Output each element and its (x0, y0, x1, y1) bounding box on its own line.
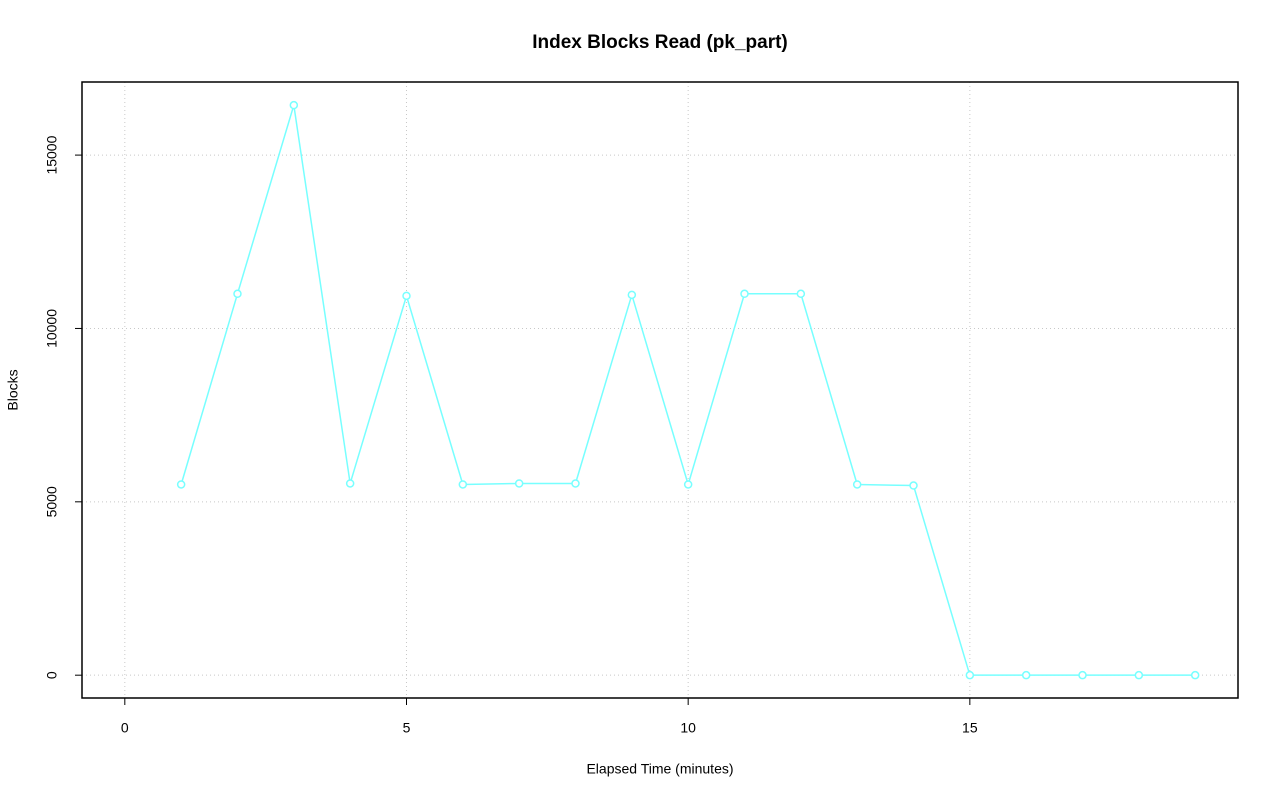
data-point (571, 479, 580, 488)
chart-title: Index Blocks Read (pk_part) (532, 32, 788, 53)
y-tick-label: 0 (44, 671, 60, 679)
data-point (1190, 670, 1200, 680)
data-point (1078, 670, 1087, 680)
data-point (852, 480, 862, 489)
data-point (1021, 670, 1031, 680)
data-point (965, 670, 975, 680)
data-point (740, 289, 749, 299)
data-point (176, 480, 186, 489)
data-point (627, 290, 637, 300)
data-point (514, 479, 524, 488)
y-tick-label: 10000 (44, 309, 60, 348)
data-point (683, 480, 693, 489)
x-axis-label: Elapsed Time (minutes) (586, 761, 733, 777)
x-tick-label: 0 (121, 720, 129, 736)
data-point (345, 479, 355, 488)
data-point (289, 100, 299, 110)
data-point (1134, 670, 1144, 680)
data-point (796, 289, 806, 299)
x-tick-label: 10 (680, 720, 696, 736)
data-point (458, 480, 468, 489)
x-tick-label: 15 (962, 720, 978, 736)
y-tick-label: 5000 (44, 486, 60, 517)
data-point (402, 291, 411, 301)
plot-frame (81, 81, 1239, 699)
data-point (233, 289, 242, 299)
y-axis-label: Blocks (5, 369, 21, 410)
y-tick-label: 15000 (44, 135, 60, 174)
x-tick-label: 5 (403, 720, 411, 736)
data-point (909, 481, 918, 490)
